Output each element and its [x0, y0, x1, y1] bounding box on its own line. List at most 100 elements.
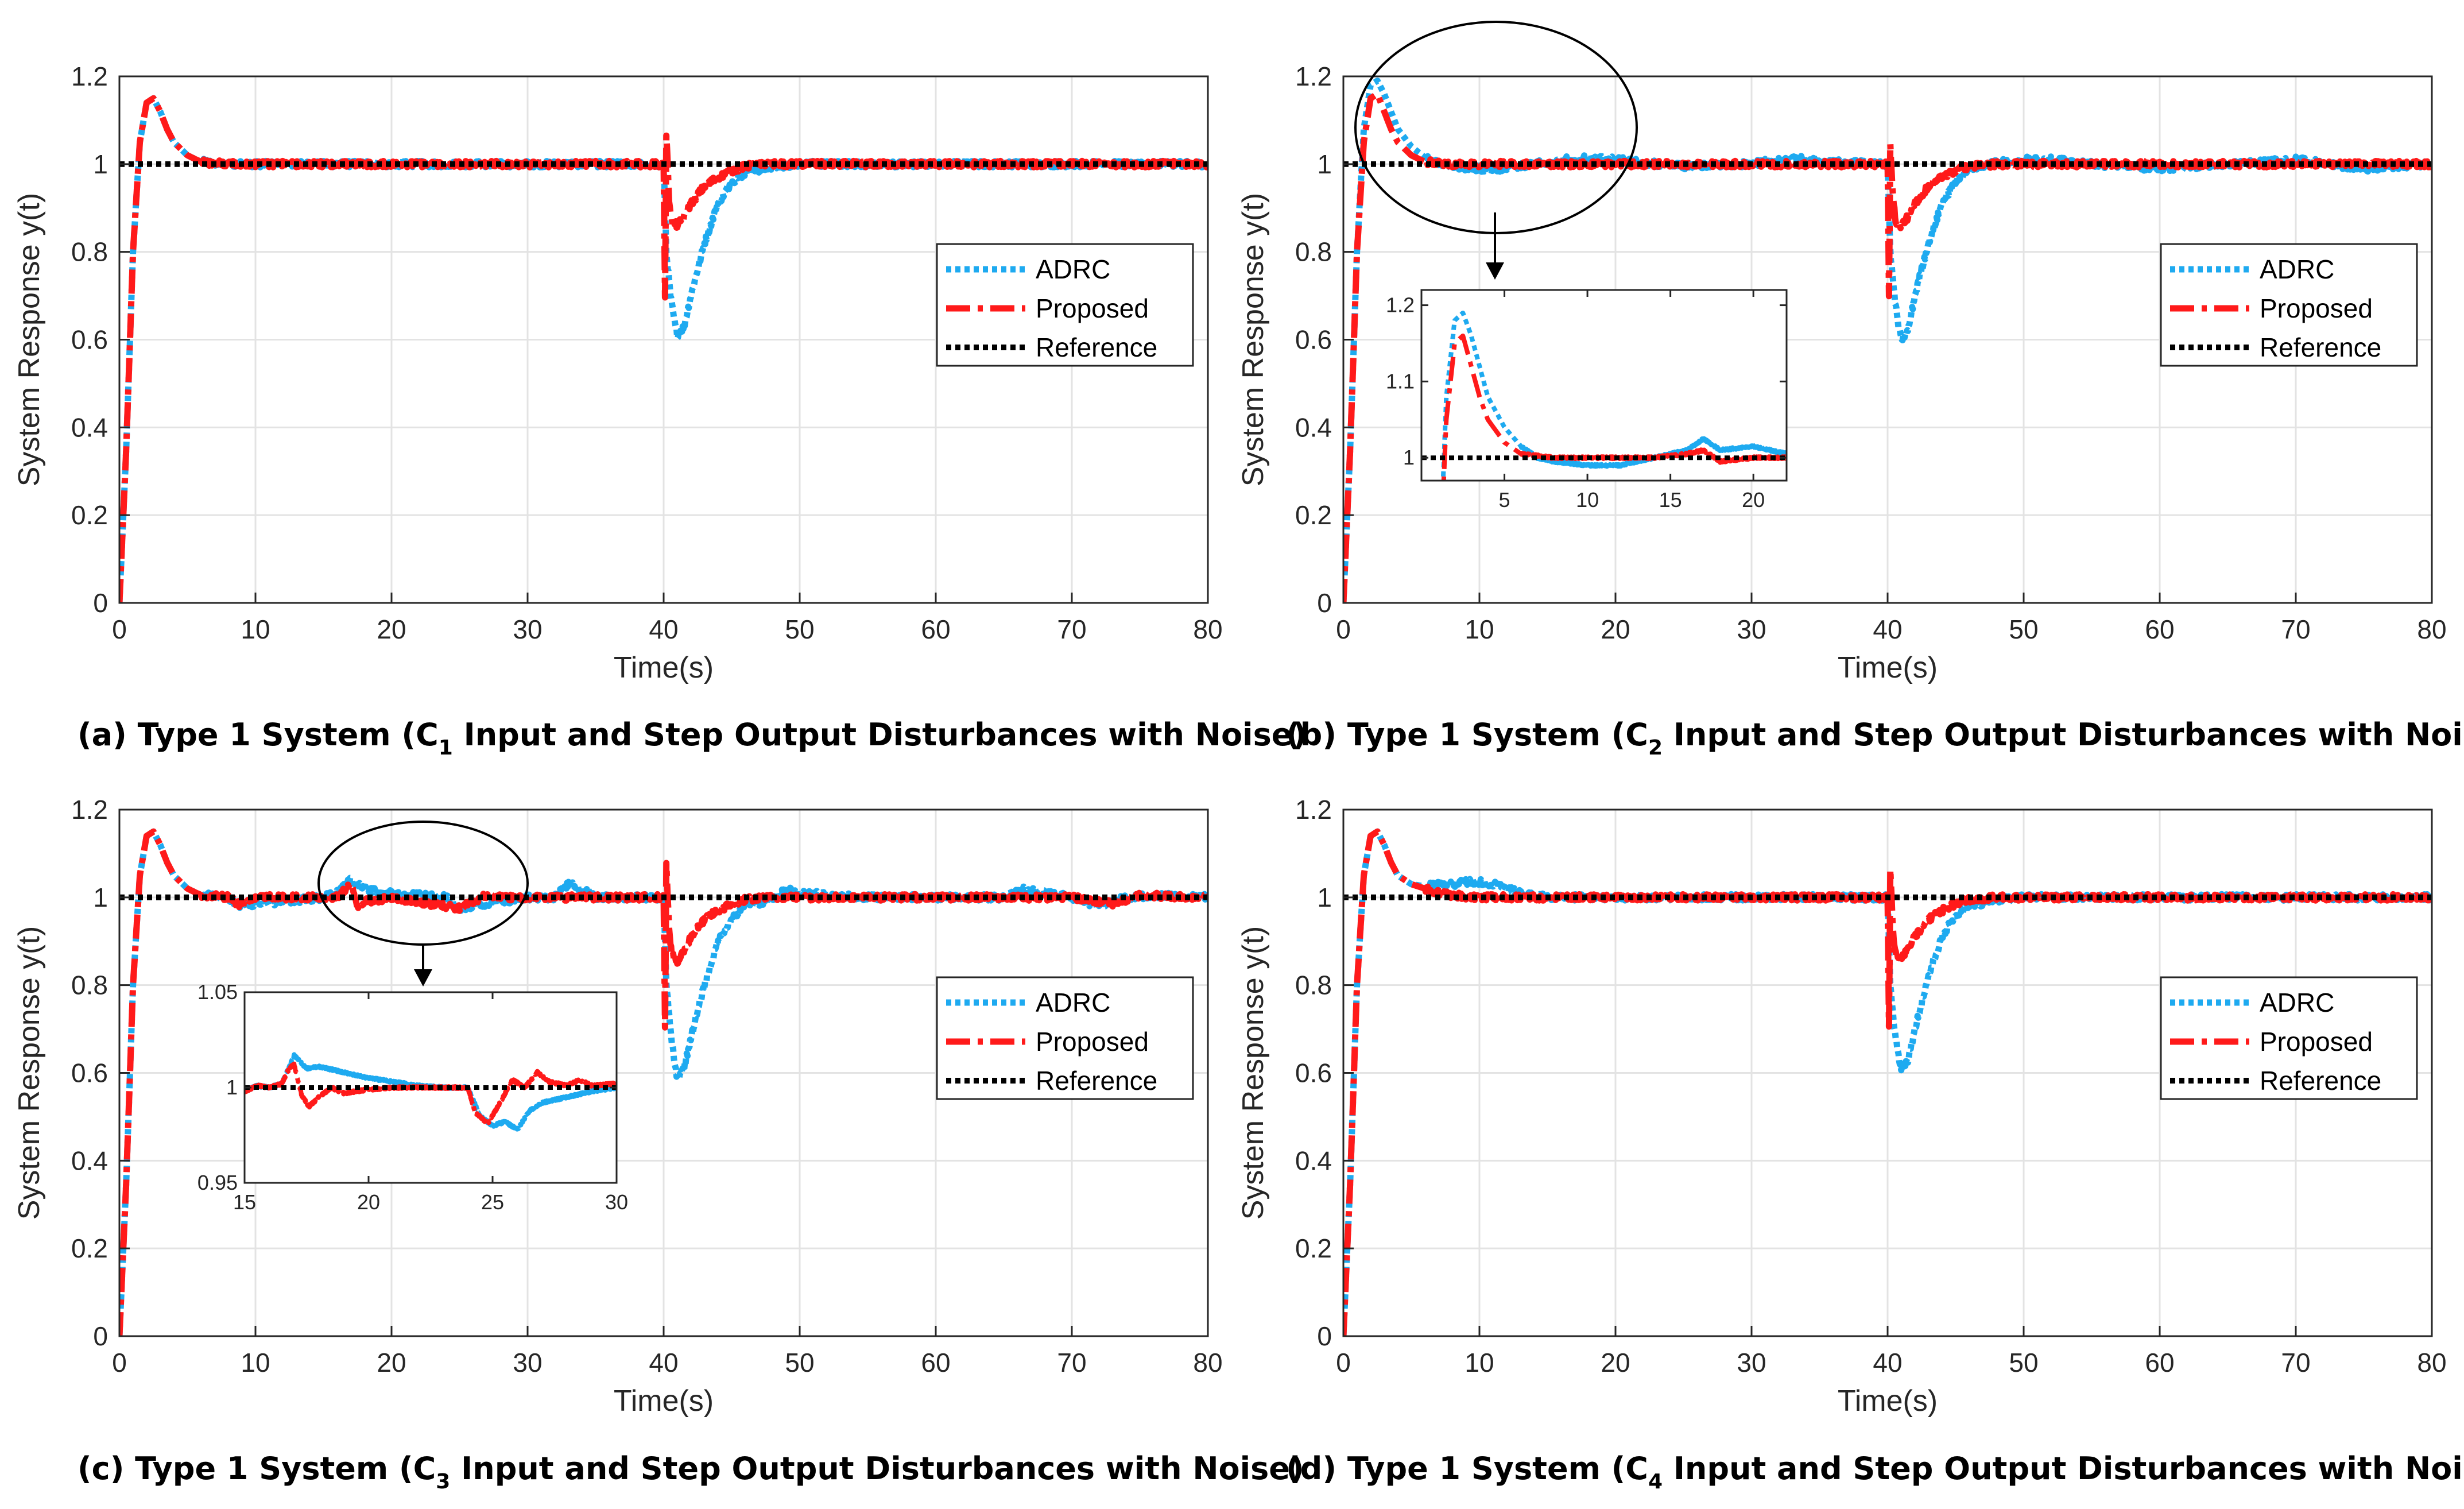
x-tick-label: 50	[2009, 1348, 2038, 1378]
x-tick-label: 30	[1737, 614, 1766, 644]
legend-box	[2160, 243, 2418, 367]
x-tick-label: 80	[2417, 1348, 2446, 1378]
inset-x-tick-label: 30	[605, 1190, 628, 1214]
y-tick-label: 0.8	[71, 237, 108, 267]
y-tick-label: 0.2	[1295, 500, 1332, 530]
x-tick-label: 40	[1873, 614, 1902, 644]
caption-post: Input and Step Output Disturbances with …	[453, 717, 1307, 753]
data-lines	[119, 95, 1208, 603]
x-axis-label: Time(s)	[1838, 651, 1938, 684]
panel-caption: (b) Type 1 System (C2 Input and Step Out…	[1286, 717, 2464, 760]
inset-lines	[1421, 311, 1787, 481]
panel-caption: (a) Type 1 System (C1 Input and Step Out…	[78, 717, 1307, 760]
y-tick-label: 1	[1317, 883, 1332, 912]
inset-y-tick-label: 1.2	[1386, 293, 1415, 317]
y-tick-label: 1.2	[71, 61, 108, 91]
zoom-arrow-head	[414, 969, 432, 986]
y-tick-label: 1.2	[1295, 795, 1332, 825]
panel-caption: (c) Type 1 System (C3 Input and Step Out…	[78, 1450, 1304, 1493]
x-tick-label: 10	[241, 614, 270, 644]
y-tick-label: 1.2	[71, 795, 108, 825]
y-tick-label: 0.6	[71, 325, 108, 355]
x-tick-label: 80	[1193, 1348, 1222, 1378]
panel-c: 0 10 20 30 40 50 60 70 80 0 0.2 0.4 0.6 0.8 1 1.2 Time(s…	[13, 795, 1304, 1493]
legend-entry-proposed: Proposed	[2260, 293, 2373, 323]
inset-x-tick-label: 20	[1742, 488, 1765, 512]
x-tick-label: 10	[241, 1348, 270, 1378]
x-tick-label: 20	[377, 614, 406, 644]
caption-subscript: 4	[1648, 1470, 1663, 1493]
y-tick-label: 0.8	[71, 970, 108, 1000]
inset-y-tick-label: 1.1	[1386, 369, 1415, 393]
y-tick-label: 0.8	[1295, 970, 1332, 1000]
x-tick-label: 30	[1737, 1348, 1766, 1378]
legend-entry-reference: Reference	[1036, 1066, 1157, 1096]
inset-y-tick-label: 0.95	[197, 1171, 238, 1194]
legend-box	[936, 976, 1194, 1100]
legend-entry-adrc: ADRC	[1036, 988, 1110, 1017]
x-axis-label: Time(s)	[614, 651, 714, 684]
inset-x-tick-label: 15	[233, 1190, 256, 1214]
legend-entry-proposed: Proposed	[2260, 1027, 2373, 1057]
caption-subscript: 3	[436, 1470, 450, 1493]
x-tick-label: 70	[1057, 1348, 1086, 1378]
x-tick-label: 40	[649, 614, 678, 644]
x-tick-label: 40	[649, 1348, 678, 1378]
panel-b: 0 10 20 30 40 50 60 70 80 0 0.2 0.4 0.6 0.8 1 1.2 Time(s…	[1237, 21, 2464, 760]
legend-entry-proposed: Proposed	[1036, 1027, 1149, 1057]
caption-subscript: 2	[1648, 736, 1663, 760]
y-tick-label: 0.4	[1295, 1146, 1332, 1175]
y-tick-label: 0.6	[1295, 325, 1332, 355]
caption-post: Input and Step Output Disturbances with …	[450, 1450, 1304, 1487]
x-tick-label: 60	[921, 614, 950, 644]
caption-post: Input and Step Output Disturbances with …	[1663, 1450, 2464, 1487]
inset-y-tick-label: 1	[1403, 446, 1415, 469]
x-tick-label: 60	[2145, 1348, 2174, 1378]
y-axis-label: System Response y(t)	[13, 926, 46, 1220]
caption-pre: (c) Type 1 System (C	[78, 1450, 436, 1487]
x-tick-label: 40	[1873, 1348, 1902, 1378]
inset-y-tick-label: 1.05	[197, 980, 238, 1004]
y-tick-label: 0.2	[71, 1233, 108, 1263]
inset-series-proposed-line	[1441, 333, 1787, 481]
caption-pre: (a) Type 1 System (C	[78, 717, 439, 753]
legend-entry-reference: Reference	[1036, 332, 1157, 362]
inset-zoom: 15 20 25 30 0.95 1 1.05	[197, 821, 628, 1214]
x-tick-label: 0	[112, 614, 127, 644]
x-tick-label: 30	[513, 1348, 542, 1378]
x-tick-label: 70	[2281, 1348, 2310, 1378]
legend-entry-adrc: ADRC	[1036, 254, 1110, 284]
panel-d: 0 10 20 30 40 50 60 70 80 0 0.2 0.4 0.6 0.8 1 1.2 Time(s…	[1237, 795, 2464, 1493]
legend-entry-adrc: ADRC	[2260, 254, 2334, 284]
x-tick-label: 50	[785, 614, 814, 644]
x-tick-label: 50	[2009, 614, 2038, 644]
x-tick-label: 0	[1336, 614, 1351, 644]
inset-y-tick-label: 1	[226, 1075, 238, 1099]
x-tick-label: 60	[2145, 614, 2174, 644]
y-tick-label: 0.4	[71, 412, 108, 442]
caption-pre: (b) Type 1 System (C	[1286, 717, 1648, 753]
x-axis-label: Time(s)	[614, 1384, 714, 1418]
y-tick-label: 0.8	[1295, 237, 1332, 267]
inset-series-adrc-line	[1440, 311, 1787, 481]
y-tick-label: 0	[93, 588, 108, 618]
y-tick-label: 1.2	[1295, 61, 1332, 91]
x-tick-label: 30	[513, 614, 542, 644]
caption-post: Input and Step Output Disturbances with …	[1663, 717, 2464, 753]
y-tick-label: 0.6	[71, 1058, 108, 1088]
inset-x-tick-label: 20	[357, 1190, 380, 1214]
caption-pre: (d) Type 1 System (C	[1286, 1450, 1648, 1487]
data-lines	[1343, 828, 2432, 1336]
x-tick-label: 80	[2417, 614, 2446, 644]
data-lines	[119, 828, 1208, 1336]
y-axis-label: System Response y(t)	[1237, 193, 1270, 487]
y-tick-label: 0	[1317, 1321, 1332, 1351]
legend: ADRC Proposed Reference	[2160, 976, 2418, 1100]
legend-box	[2160, 976, 2418, 1100]
x-tick-label: 0	[1336, 1348, 1351, 1378]
x-tick-label: 20	[377, 1348, 406, 1378]
legend-entry-proposed: Proposed	[1036, 293, 1149, 323]
inset-x-tick-label: 5	[1499, 488, 1510, 512]
y-axis-label: System Response y(t)	[13, 193, 46, 487]
